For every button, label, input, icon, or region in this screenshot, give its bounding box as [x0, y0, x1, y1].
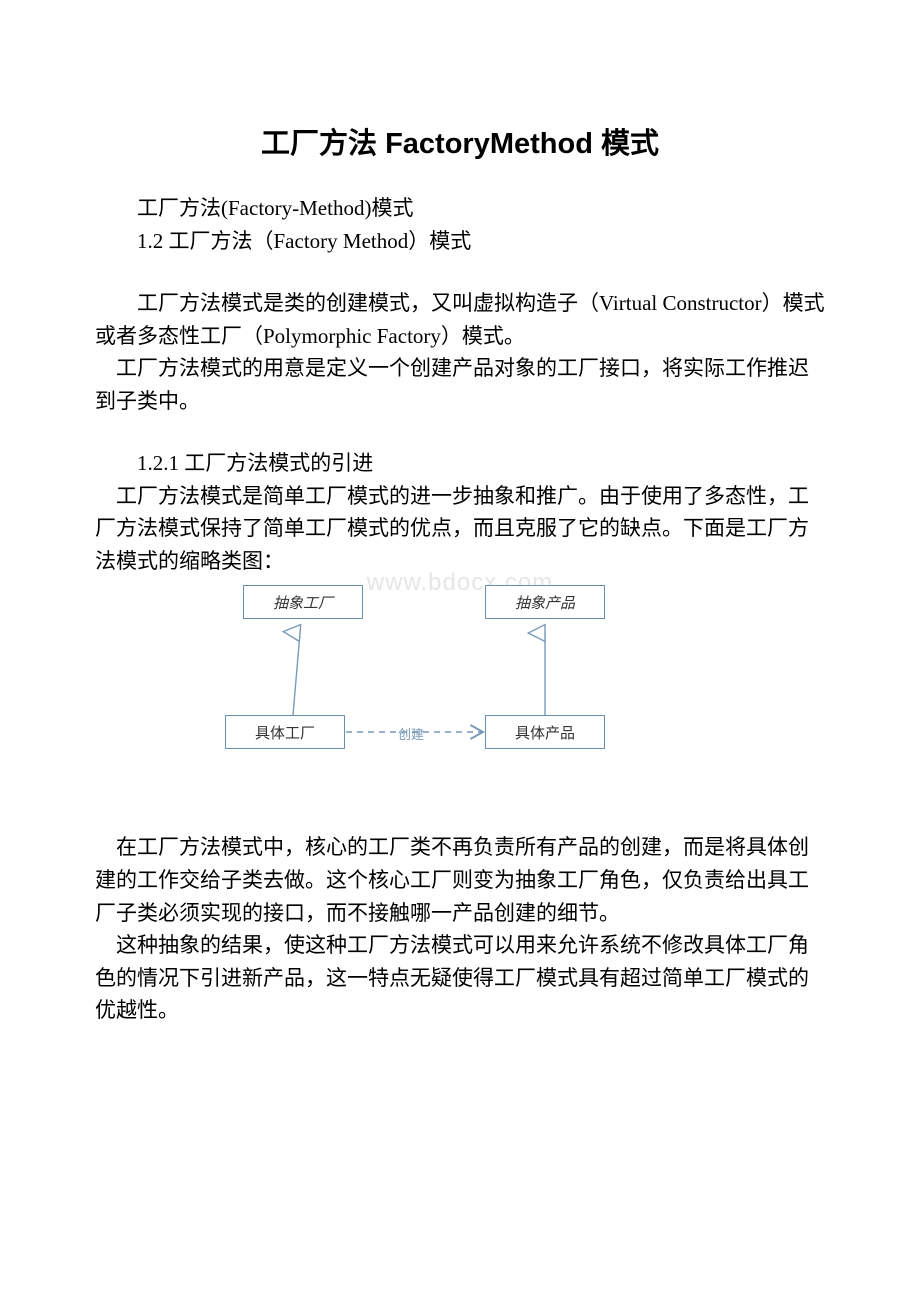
page-title: 工厂方法 FactoryMethod 模式 [95, 120, 825, 162]
paragraph-subsection-heading: 1.2.1 工厂方法模式的引进 [95, 447, 825, 480]
page: 工厂方法 FactoryMethod 模式 工厂方法(Factory-Metho… [0, 0, 920, 1087]
paragraph-body-3: 这种抽象的结果，使这种工厂方法模式可以用来允许系统不修改具体工厂角色的情况下引进… [95, 929, 825, 1027]
paragraph-section-number: 1.2 工厂方法（Factory Method）模式 [95, 225, 825, 258]
spacer [95, 417, 825, 447]
paragraph-intro-1: 工厂方法模式是类的创建模式，又叫虚拟构造子（Virtual Constructo… [95, 287, 825, 352]
spacer [95, 801, 825, 831]
paragraph-subtitle-1: 工厂方法(Factory-Method)模式 [95, 192, 825, 225]
paragraph-body-1: 工厂方法模式是简单工厂模式的进一步抽象和推广。由于使用了多态性，工厂方法模式保持… [95, 480, 825, 578]
spacer [95, 257, 825, 287]
paragraph-body-2: 在工厂方法模式中，核心的工厂类不再负责所有产品的创建，而是将具体创建的工作交给子… [95, 831, 825, 929]
spacer [95, 771, 825, 801]
paragraph-intro-2: 工厂方法模式的用意是定义一个创建产品对象的工厂接口，将实际工作推迟到子类中。 [95, 352, 825, 417]
diagram-edges: concrete product --> [225, 581, 655, 771]
class-diagram: 抽象工厂 抽象产品 具体工厂 具体产品 创建 [225, 581, 655, 771]
diagram-container: www.bdocx.com 抽象工厂 抽象产品 具体工厂 具体产品 创建 [95, 581, 825, 771]
